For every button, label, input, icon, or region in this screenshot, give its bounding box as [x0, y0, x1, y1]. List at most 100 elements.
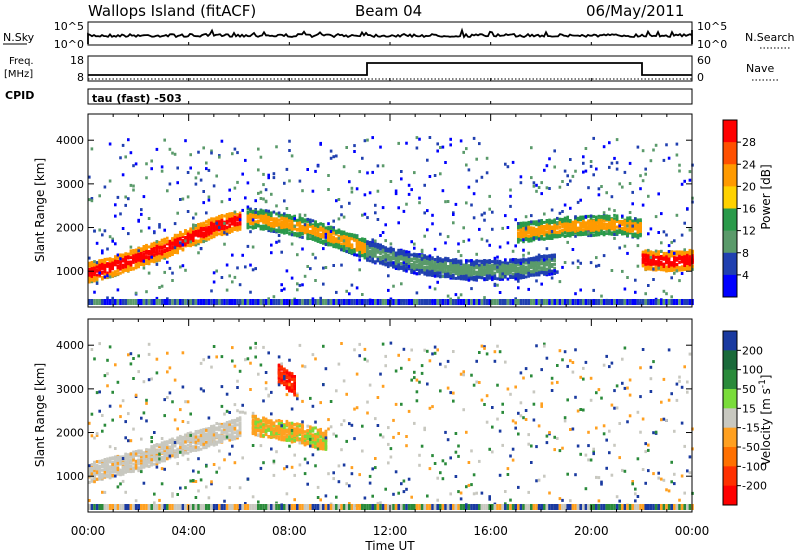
- heatmap-cell: [108, 235, 112, 239]
- heatmap-cell: [431, 262, 434, 266]
- heatmap-cell: [511, 272, 515, 276]
- heatmap-cell: [592, 219, 595, 223]
- heatmap-cell: [457, 242, 460, 246]
- heatmap-cell: [608, 217, 611, 221]
- heatmap-cell: [272, 217, 276, 221]
- heatmap-cell: [480, 299, 484, 305]
- heatmap-cell: [420, 265, 424, 269]
- heatmap-cell: [223, 214, 226, 218]
- heatmap-cell: [465, 271, 468, 275]
- heatmap-cell: [194, 299, 198, 305]
- heatmap-cell: [225, 288, 229, 292]
- heatmap-cell: [155, 296, 159, 300]
- heatmap-cell: [259, 155, 263, 159]
- heatmap-cell: [197, 229, 200, 233]
- heatmap-cell: [569, 179, 572, 183]
- heatmap-cell: [569, 226, 572, 230]
- heatmap-cell: [262, 215, 265, 219]
- heatmap-cell: [407, 261, 411, 264]
- heatmap-cell: [480, 237, 484, 241]
- heatmap-cell: [470, 203, 473, 207]
- freq-label-1: Freq.: [9, 56, 34, 67]
- heatmap-cell: [626, 229, 629, 233]
- heatmap-cell: [121, 264, 125, 268]
- heatmap-cell: [506, 267, 510, 270]
- heatmap-cell: [413, 260, 416, 264]
- noise-left-tick-top: 10^5: [54, 20, 84, 33]
- heatmap-cell: [415, 291, 419, 295]
- freq-panel-frame: [87, 55, 693, 82]
- heatmap-cell: [361, 241, 364, 245]
- heatmap-cell: [491, 267, 494, 271]
- heatmap-cell: [361, 213, 364, 217]
- heatmap-cell: [550, 263, 554, 267]
- heatmap-cell: [496, 259, 499, 263]
- heatmap-cell: [329, 149, 333, 153]
- heatmap-cell: [402, 261, 406, 265]
- heatmap-cell: [361, 293, 364, 296]
- heatmap-cell: [267, 176, 270, 180]
- heatmap-cell: [314, 237, 317, 240]
- heatmap-cell: [501, 269, 504, 273]
- heatmap-cell: [465, 259, 468, 263]
- heatmap-cell: [587, 234, 590, 238]
- heatmap-cell: [358, 258, 361, 262]
- heatmap-cell: [210, 149, 213, 153]
- heatmap-cell: [519, 225, 523, 229]
- heatmap-cell: [402, 209, 406, 213]
- heatmap-cell: [207, 220, 211, 224]
- heatmap-cell: [225, 214, 229, 218]
- heatmap-cell: [548, 157, 551, 161]
- heatmap-cell: [527, 230, 530, 234]
- heatmap-cell: [103, 271, 107, 275]
- heatmap-cell: [319, 234, 322, 238]
- heatmap-cell: [114, 299, 117, 305]
- heatmap-cell: [384, 252, 387, 256]
- heatmap-cell: [467, 168, 471, 172]
- heatmap-cell: [322, 241, 325, 245]
- heatmap-cell: [158, 246, 161, 250]
- heatmap-cell: [519, 238, 523, 242]
- heatmap-cell: [111, 267, 114, 271]
- heatmap-cell: [485, 278, 489, 281]
- heatmap-cell: [423, 255, 426, 259]
- heatmap-cell: [254, 267, 257, 271]
- heatmap-cell: [264, 216, 268, 220]
- heatmap-cell: [244, 265, 247, 269]
- heatmap-cell: [623, 219, 627, 223]
- heatmap-cell: [415, 136, 419, 140]
- heatmap-cell: [465, 274, 468, 278]
- heatmap-cell: [517, 258, 520, 262]
- heatmap-cell: [306, 265, 309, 268]
- heatmap-cell: [140, 258, 143, 262]
- heatmap-cell: [537, 271, 541, 275]
- heatmap-cell: [457, 260, 460, 264]
- heatmap-cell: [147, 217, 151, 220]
- heatmap-cell: [340, 231, 343, 235]
- heatmap-cell: [108, 257, 112, 261]
- heatmap-cell: [407, 259, 411, 263]
- heatmap-cell: [457, 299, 460, 305]
- heatmap-cell: [439, 261, 442, 264]
- heatmap-cell: [153, 243, 156, 247]
- heatmap-cell: [394, 251, 398, 255]
- heatmap-cell: [392, 251, 395, 255]
- heatmap-cell: [452, 213, 455, 216]
- heatmap-cell: [220, 226, 224, 230]
- heatmap-cell: [537, 227, 541, 231]
- heatmap-cell: [488, 243, 491, 247]
- heatmap-cell: [600, 220, 603, 224]
- heatmap-cell: [561, 299, 564, 305]
- heatmap-cell: [173, 238, 177, 242]
- heatmap-cell: [238, 213, 242, 217]
- heatmap-cell: [137, 299, 140, 305]
- heatmap-cell: [337, 299, 341, 305]
- heatmap-cell: [147, 259, 151, 263]
- heatmap-cell: [153, 299, 156, 305]
- heatmap-cell: [337, 245, 341, 249]
- heatmap-cell: [210, 299, 213, 305]
- heatmap-cell: [597, 193, 601, 197]
- heatmap-cell: [537, 225, 541, 229]
- heatmap-cell: [298, 213, 302, 217]
- heatmap-cell: [194, 243, 198, 247]
